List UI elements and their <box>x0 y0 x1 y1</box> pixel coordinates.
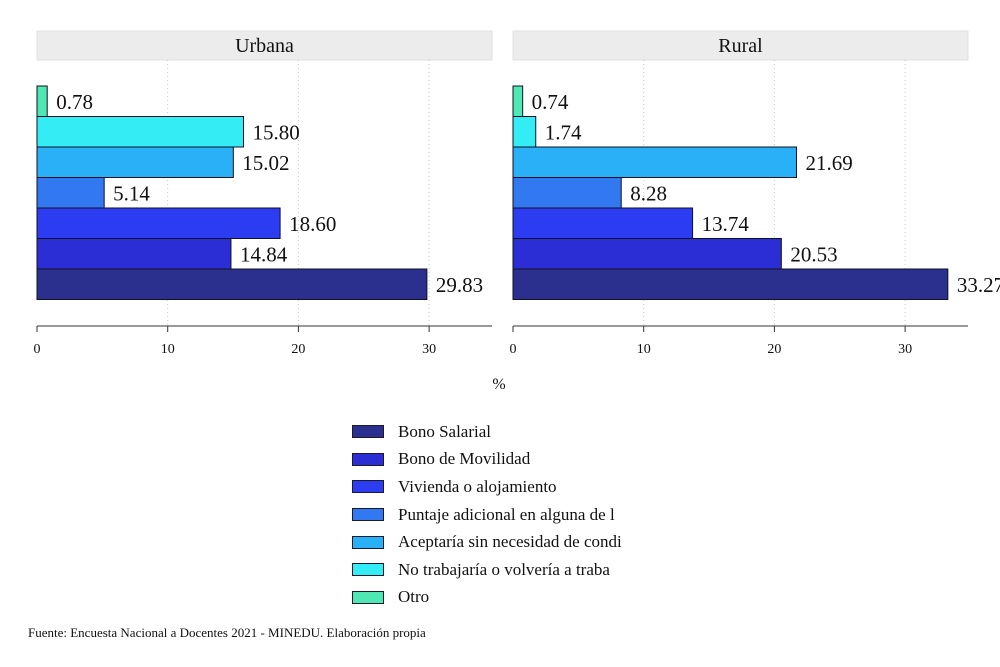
legend-swatch <box>352 508 384 522</box>
legend-label: Otro <box>398 587 430 607</box>
legend-swatch <box>352 590 384 604</box>
panel-header <box>512 30 969 61</box>
panel-header <box>36 30 493 61</box>
x-tick-label: 20 <box>291 342 305 357</box>
x-tick-label: 30 <box>898 342 912 357</box>
legend-item: Aceptaría sin necesidad de condi <box>352 528 622 556</box>
legend-swatch <box>352 563 384 577</box>
legend-swatch <box>352 425 384 439</box>
x-tick-label: 0 <box>510 342 517 357</box>
panel-title: Urbana <box>235 35 294 57</box>
legend-item: Puntaje adicional en alguna de l <box>352 501 622 529</box>
x-tick-label: 0 <box>34 342 41 357</box>
bar-value-label: 14.84 <box>240 242 288 266</box>
bar-1 <box>36 85 48 117</box>
legend-label: Bono de Movilidad <box>398 449 531 469</box>
bar-value-label: 18.60 <box>289 212 336 236</box>
bar-4 <box>36 177 105 209</box>
legend-item: Otro <box>352 584 622 612</box>
legend-label: Bono Salarial <box>398 421 492 441</box>
bar-value-label: 15.02 <box>242 151 289 175</box>
bar-value-label: 0.78 <box>56 90 93 114</box>
x-tick-label: 30 <box>422 342 436 357</box>
x-tick-label: 10 <box>161 342 175 357</box>
bar-6 <box>36 238 232 270</box>
legend-label: No trabajaría o volvería a traba <box>398 559 610 579</box>
bar-2 <box>512 116 537 148</box>
bar-2 <box>36 116 245 148</box>
bar-3 <box>512 146 797 178</box>
bar-value-label: 13.74 <box>702 212 750 236</box>
bar-5 <box>512 207 694 239</box>
bar-1 <box>512 85 524 117</box>
panel-title: Rural <box>718 35 763 57</box>
bar-value-label: 20.53 <box>790 242 837 266</box>
bar-value-label: 0.74 <box>532 90 569 114</box>
bar-7 <box>512 268 949 300</box>
legend-item: Vivienda o alojamiento <box>352 473 622 501</box>
bar-value-label: 15.80 <box>253 120 300 144</box>
bar-value-label: 1.74 <box>545 120 582 144</box>
legend-item: Bono Salarial <box>352 418 622 446</box>
bar-5 <box>36 207 281 239</box>
source-note: Fuente: Encuesta Nacional a Docentes 202… <box>28 625 426 640</box>
bar-6 <box>512 238 782 270</box>
bar-value-label: 8.28 <box>630 181 667 205</box>
bar-value-label: 21.69 <box>805 151 852 175</box>
legend: Bono Salarial Bono de Movilidad Vivienda o… <box>352 418 622 611</box>
legend-label: Puntaje adicional en alguna de l <box>398 504 615 524</box>
panel-rural: Rural 0.74 1.74 21.69 8.28 13.74 20.53 33.27 0 10… <box>510 30 1000 357</box>
legend-swatch <box>352 452 384 466</box>
legend-label: Aceptaría sin necesidad de condi <box>398 532 622 552</box>
x-tick-label: 10 <box>637 342 651 357</box>
x-tick-label: 20 <box>767 342 781 357</box>
legend-item: Bono de Movilidad <box>352 446 622 474</box>
bar-value-label: 29.83 <box>436 273 483 297</box>
bar-value-label: 33.27 <box>957 273 1000 297</box>
legend-label: Vivienda o alojamiento <box>398 476 557 496</box>
bar-value-label: 5.14 <box>113 181 150 205</box>
bar-3 <box>36 146 234 178</box>
x-axis-title: % <box>492 376 505 393</box>
legend-swatch <box>352 480 384 494</box>
bar-7 <box>36 268 428 300</box>
legend-item: No trabajaría o volvería a traba <box>352 556 622 584</box>
legend-swatch <box>352 535 384 549</box>
bar-4 <box>512 177 622 209</box>
